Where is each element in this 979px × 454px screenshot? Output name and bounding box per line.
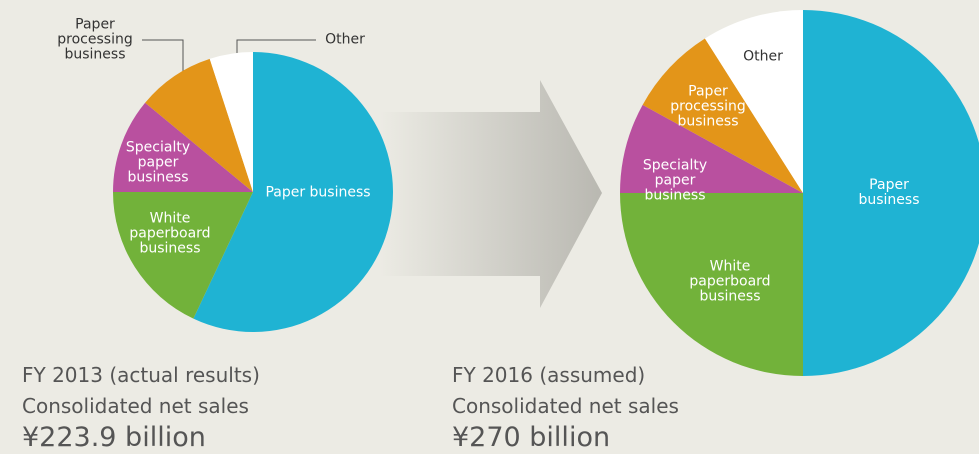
pie-slice xyxy=(145,58,253,193)
caption: FY 2013 (actual results) Consolidated net… xyxy=(22,360,260,453)
pie-slice xyxy=(642,38,803,193)
slice-label: Paper business xyxy=(265,184,371,201)
slice-label: Paper processing business xyxy=(57,16,133,63)
slice-label: Other xyxy=(743,48,783,65)
caption-line: ¥270 billion xyxy=(452,422,611,453)
caption: FY 2016 (assumed) Consolidated net sales ¥… xyxy=(452,360,679,453)
caption-line: ¥223.9 billion xyxy=(22,422,206,453)
pie-slice xyxy=(209,52,253,192)
pie-slice xyxy=(704,10,803,193)
leader-line xyxy=(142,39,184,80)
slice-label: White paperboard business xyxy=(689,258,771,305)
arrow xyxy=(380,80,602,308)
pie-slice xyxy=(620,104,803,193)
slice-label: Specialty paper business xyxy=(125,139,191,186)
slice-label: Paper business xyxy=(858,177,920,208)
caption-line: Consolidated net sales xyxy=(22,394,249,418)
pie-slice xyxy=(113,102,253,192)
caption-line: Consolidated net sales xyxy=(452,394,679,418)
slice-label: Other xyxy=(325,31,365,48)
caption-line: FY 2013 (actual results) xyxy=(22,363,260,387)
caption-line: FY 2016 (assumed) xyxy=(452,363,646,387)
pie-slice xyxy=(620,193,803,376)
slice-label: White paperboard business xyxy=(129,210,211,257)
pie-slice xyxy=(113,192,253,319)
slice-label: Paper processing business xyxy=(670,83,746,130)
slice-label: Specialty paper business xyxy=(642,157,708,204)
pie-slice xyxy=(193,52,393,332)
pie-slice xyxy=(803,10,979,376)
